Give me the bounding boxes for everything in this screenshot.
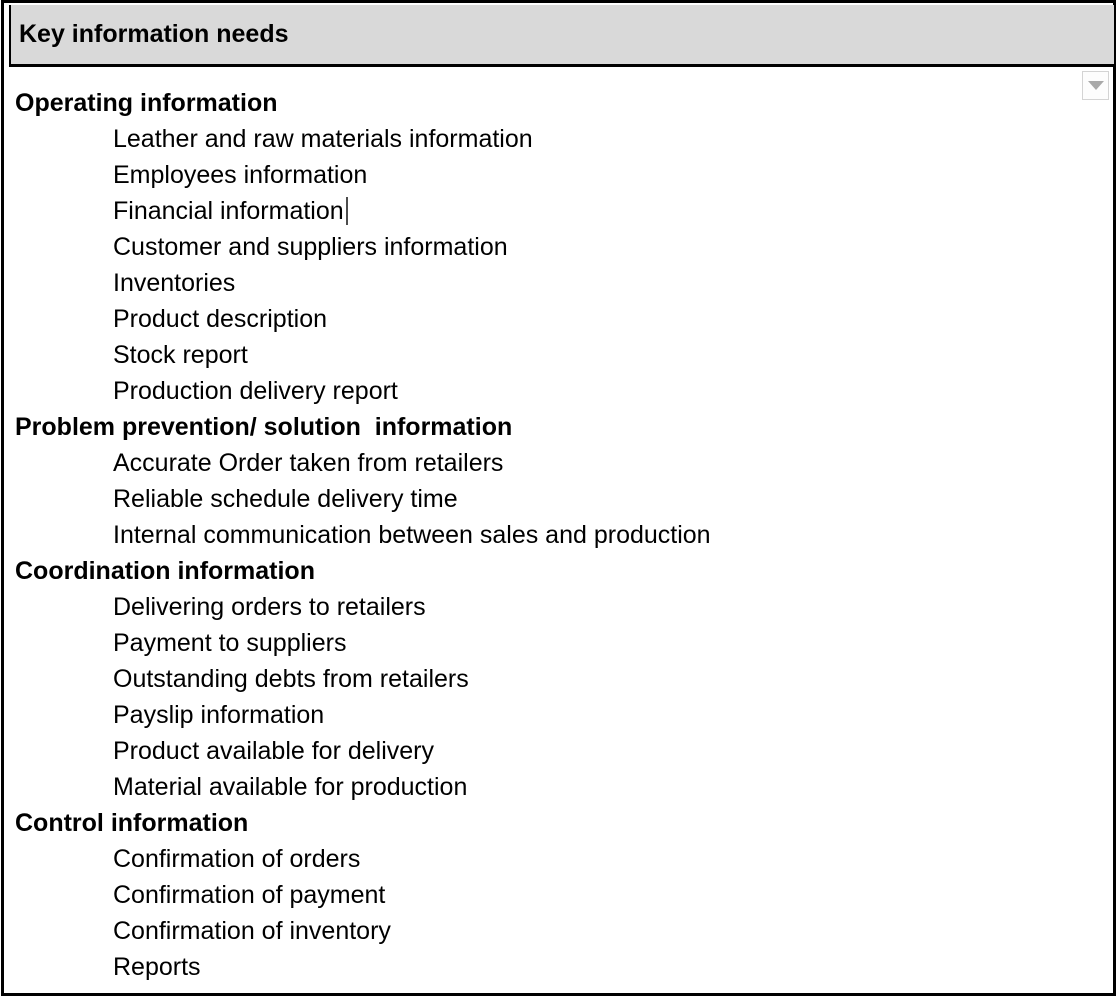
list-item-text: Outstanding debts from retailers xyxy=(113,665,469,693)
list-item[interactable]: Accurate Order taken from retailers xyxy=(15,445,1115,481)
list-item[interactable]: Outstanding debts from retailers xyxy=(15,661,1115,697)
list-item-text: Financial information xyxy=(113,197,344,225)
list-item-text: Confirmation of orders xyxy=(113,845,361,873)
list-item[interactable]: Confirmation of inventory xyxy=(15,913,1115,949)
list-item-text: Confirmation of inventory xyxy=(113,917,391,945)
list-item[interactable]: Employees information xyxy=(15,157,1115,193)
section-title[interactable]: Operating information xyxy=(15,89,278,117)
list-item[interactable]: Customer and suppliers information xyxy=(15,229,1115,265)
section-title[interactable]: Problem prevention/ solution information xyxy=(15,413,513,441)
list-item[interactable]: Inventories xyxy=(15,265,1115,301)
table-header-label: Key information needs xyxy=(19,20,289,48)
dropdown-button[interactable] xyxy=(1082,71,1109,100)
list-item[interactable]: Delivering orders to retailers xyxy=(15,589,1115,625)
list-item-text: Stock report xyxy=(113,341,248,369)
list-item[interactable]: Confirmation of orders xyxy=(15,841,1115,877)
list-item[interactable]: Internal communication between sales and… xyxy=(15,517,1115,553)
list-item-text: Leather and raw materials information xyxy=(113,125,533,153)
list-item[interactable]: Reliable schedule delivery time xyxy=(15,481,1115,517)
list-item-text: Material available for production xyxy=(113,773,468,801)
list-item[interactable]: Financial information xyxy=(15,193,1115,229)
list-item[interactable]: Payment to suppliers xyxy=(15,625,1115,661)
list-item[interactable]: Payslip information xyxy=(15,697,1115,733)
list-item[interactable]: Stock report xyxy=(15,337,1115,373)
list-item-text: Delivering orders to retailers xyxy=(113,593,426,621)
list-item[interactable]: Leather and raw materials information xyxy=(15,121,1115,157)
list-item-text: Customer and suppliers information xyxy=(113,233,508,261)
list-item[interactable]: Product description xyxy=(15,301,1115,337)
list-item[interactable]: Material available for production xyxy=(15,769,1115,805)
list-item[interactable]: Reports xyxy=(15,949,1115,985)
list-item-text: Internal communication between sales and… xyxy=(113,521,711,549)
list-item-text: Product available for delivery xyxy=(113,737,434,765)
list-item-text: Reports xyxy=(113,953,201,981)
list-item-text: Product description xyxy=(113,305,328,333)
list-item[interactable]: Product available for delivery xyxy=(15,733,1115,769)
list-item-text: Payslip information xyxy=(113,701,325,729)
table-body[interactable]: Operating information Leather and raw mat… xyxy=(3,70,1115,985)
list-item-text: Reliable schedule delivery time xyxy=(113,485,458,513)
chevron-down-icon xyxy=(1087,81,1104,90)
list-item[interactable]: Confirmation of payment xyxy=(15,877,1115,913)
list-item-text: Accurate Order taken from retailers xyxy=(113,449,504,477)
section-title[interactable]: Coordination information xyxy=(15,557,315,585)
list-item-text: Inventories xyxy=(113,269,236,297)
text-cursor xyxy=(345,197,348,226)
list-item-text: Employees information xyxy=(113,161,368,189)
table-header-row[interactable]: Key information needs xyxy=(9,5,1114,67)
list-item-text: Production delivery report xyxy=(113,377,398,405)
list-item-text: Confirmation of payment xyxy=(113,881,386,909)
list-item[interactable]: Production delivery report xyxy=(15,373,1115,409)
list-item-text: Payment to suppliers xyxy=(113,629,347,657)
section-title[interactable]: Control information xyxy=(15,809,249,837)
